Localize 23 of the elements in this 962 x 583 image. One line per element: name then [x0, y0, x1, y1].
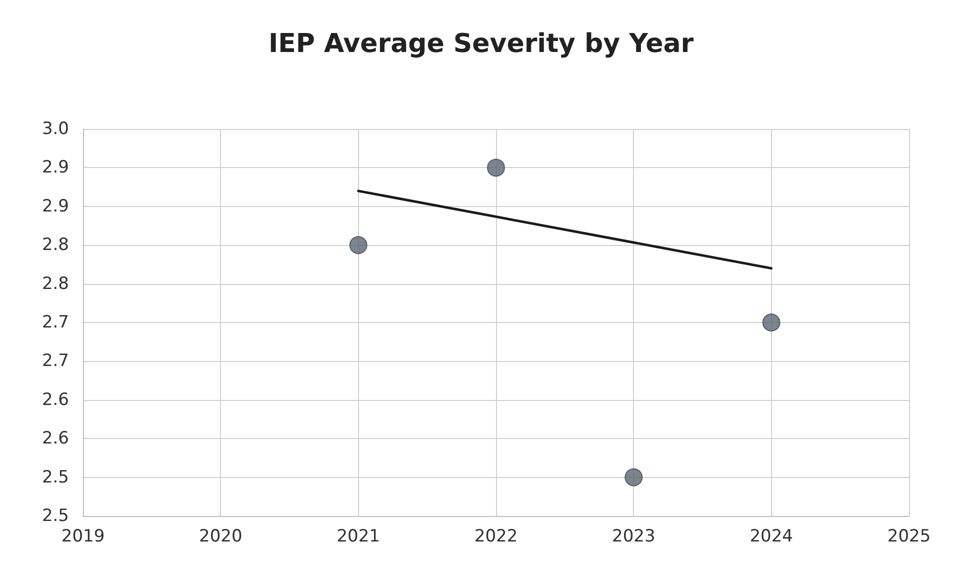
x-tick-label: 2024 — [750, 526, 793, 546]
x-tick-label: 2025 — [887, 526, 931, 546]
y-tick-label: 2.5 — [42, 467, 69, 488]
y-tick-label: 3.0 — [42, 119, 69, 139]
y-tick-label: 2.7 — [42, 351, 69, 372]
y-tick-label: 2.9 — [42, 158, 69, 178]
point — [487, 158, 505, 177]
x-tick-label: 2019 — [61, 526, 105, 546]
x-tick-label: 2021 — [336, 526, 380, 546]
x-tick-label: 2023 — [612, 526, 656, 546]
y-tick-label: 2.8 — [42, 235, 69, 256]
y-tick-label: 2.5 — [42, 506, 69, 526]
point — [349, 236, 368, 254]
x-tick-label: 2022 — [474, 526, 518, 546]
y-tick-label: 2.6 — [42, 428, 69, 449]
y-tick-label: 2.8 — [42, 274, 69, 294]
point — [624, 468, 643, 486]
chart-title: IEP Average Severity by Year — [268, 29, 694, 59]
y-tick-label: 2.7 — [42, 312, 69, 332]
x-tick-label: 2020 — [199, 526, 242, 546]
y-tick-label: 2.9 — [42, 196, 69, 216]
point — [762, 314, 780, 332]
y-tick-label: 2.6 — [42, 390, 69, 410]
